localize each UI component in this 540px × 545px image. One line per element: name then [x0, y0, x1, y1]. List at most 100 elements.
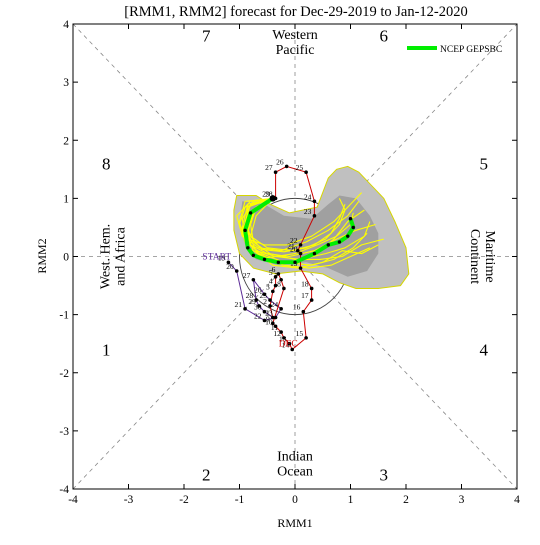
observed-day-label: 27 — [243, 271, 251, 280]
observed-day-label: 21 — [235, 300, 243, 309]
observed-day-point — [290, 347, 295, 352]
phase-number-label: 6 — [380, 27, 389, 46]
observed-day-point — [271, 315, 275, 320]
phase-number-label: 5 — [479, 155, 488, 174]
observed-day-label: 19 — [218, 253, 226, 262]
observed-day-label: 30 — [254, 303, 262, 312]
observed-day-point — [234, 269, 239, 273]
forecast-mean-point — [312, 251, 317, 256]
observed-day-label: 21 — [287, 242, 295, 251]
observed-day-point — [271, 289, 275, 294]
observed-day-point — [284, 164, 289, 169]
observed-day-label: 2 — [263, 297, 267, 306]
x-tick-label: 1 — [348, 494, 354, 506]
observed-day-label: 4 — [269, 277, 273, 286]
forecast-mean-point — [276, 260, 281, 265]
observed-day-point — [268, 304, 272, 308]
forecast-mean-point — [262, 257, 267, 262]
x-tick-label: -2 — [179, 494, 189, 506]
observed-day-point — [273, 315, 278, 320]
forecast-mean-point — [251, 253, 256, 258]
observed-day-point — [312, 214, 317, 218]
y-tick-label: 1 — [63, 193, 69, 205]
observed-day-point — [268, 298, 272, 302]
observed-day-point — [273, 283, 278, 288]
ensemble-member-line — [236, 197, 360, 252]
observed-day-point — [279, 330, 283, 334]
ensemble-member-line — [250, 197, 384, 260]
observed-day-point — [282, 286, 286, 291]
legend: NCEP GEPSBC — [407, 45, 502, 55]
observed-day-label: 24 — [304, 192, 312, 201]
observed-day-point — [287, 341, 292, 346]
y-tick-label: 2 — [63, 135, 69, 147]
observed-day-point — [273, 170, 278, 175]
observed-day-point — [309, 286, 314, 291]
region-label-line: Maritime — [482, 230, 497, 282]
phase-number-label: 1 — [102, 341, 111, 360]
observed-day-label: 26 — [254, 285, 262, 294]
observed-trajectory-layer: 1920212223242526272829301234567891011121… — [218, 157, 317, 352]
phase-number-label: 3 — [380, 465, 389, 484]
trajectory-annotation: DEC — [279, 340, 298, 350]
ensemble-member-line — [238, 197, 368, 266]
observed-day-label: 5 — [269, 268, 273, 277]
region-label-line: Pacific — [276, 43, 315, 58]
y-tick-label: 3 — [63, 77, 69, 89]
observed-day-label: 27 — [265, 163, 273, 172]
observed-day-label: 23 — [304, 207, 312, 216]
forecast-mean-point — [243, 228, 247, 233]
trajectory-annotation: START — [202, 252, 231, 262]
observed-day-label: 22 — [290, 236, 298, 245]
observed-day-label: 18 — [301, 279, 309, 288]
observed-day-point — [262, 309, 267, 314]
observed-day-label: 13 — [279, 335, 287, 344]
x-tick-label: -3 — [124, 494, 134, 506]
observed-day-point — [304, 170, 308, 175]
observed-day-label: 7 — [274, 271, 278, 280]
y-tick-label: 4 — [63, 19, 69, 31]
forecast-mean-point — [326, 243, 330, 247]
observed-day-point — [298, 243, 303, 247]
x-tick-label: 3 — [459, 494, 465, 506]
phase-number-label: 2 — [202, 465, 211, 484]
observed-day-label: 3 — [266, 282, 270, 291]
forecast-mean-point — [337, 240, 342, 244]
y-tick-label: 0 — [63, 252, 69, 264]
observed-day-label: 28 — [246, 291, 254, 300]
observed-day-label: 9 — [266, 314, 270, 323]
observed-day-point — [271, 321, 275, 326]
observed-day-label: 24 — [271, 300, 279, 309]
phase-number-label: 7 — [202, 27, 211, 46]
chart-title: [RMM1, RMM2] forecast for Dec-29-2019 to… — [124, 4, 468, 20]
observed-day-label: 15 — [296, 329, 304, 338]
observed-day-point — [226, 260, 231, 265]
x-tick-label: 4 — [514, 494, 520, 506]
y-tick-label: -1 — [59, 310, 69, 322]
observed-day-point — [298, 251, 303, 256]
observed-day-label: 20 — [226, 262, 234, 271]
observed-day-label: 11 — [271, 323, 278, 332]
observed-day-label: 26 — [276, 157, 284, 166]
observed-day-point — [295, 248, 300, 253]
observed-day-point — [262, 292, 267, 297]
y-tick-label: -4 — [59, 484, 69, 496]
observed-day-label: 16 — [293, 303, 301, 312]
x-tick-label: 2 — [403, 494, 409, 506]
observed-day-point — [273, 275, 278, 279]
observed-day-point — [312, 199, 317, 204]
y-axis-label: RMM2 — [35, 238, 49, 273]
observed-day-label: 29 — [262, 189, 270, 198]
observed-day-label: 8 — [277, 279, 281, 288]
phase-number-label: 8 — [102, 155, 111, 174]
forecast-mean-point — [246, 246, 250, 250]
observed-day-point — [279, 307, 283, 311]
observed-day-label: 25 — [296, 163, 304, 172]
observed-day-point — [301, 309, 306, 314]
